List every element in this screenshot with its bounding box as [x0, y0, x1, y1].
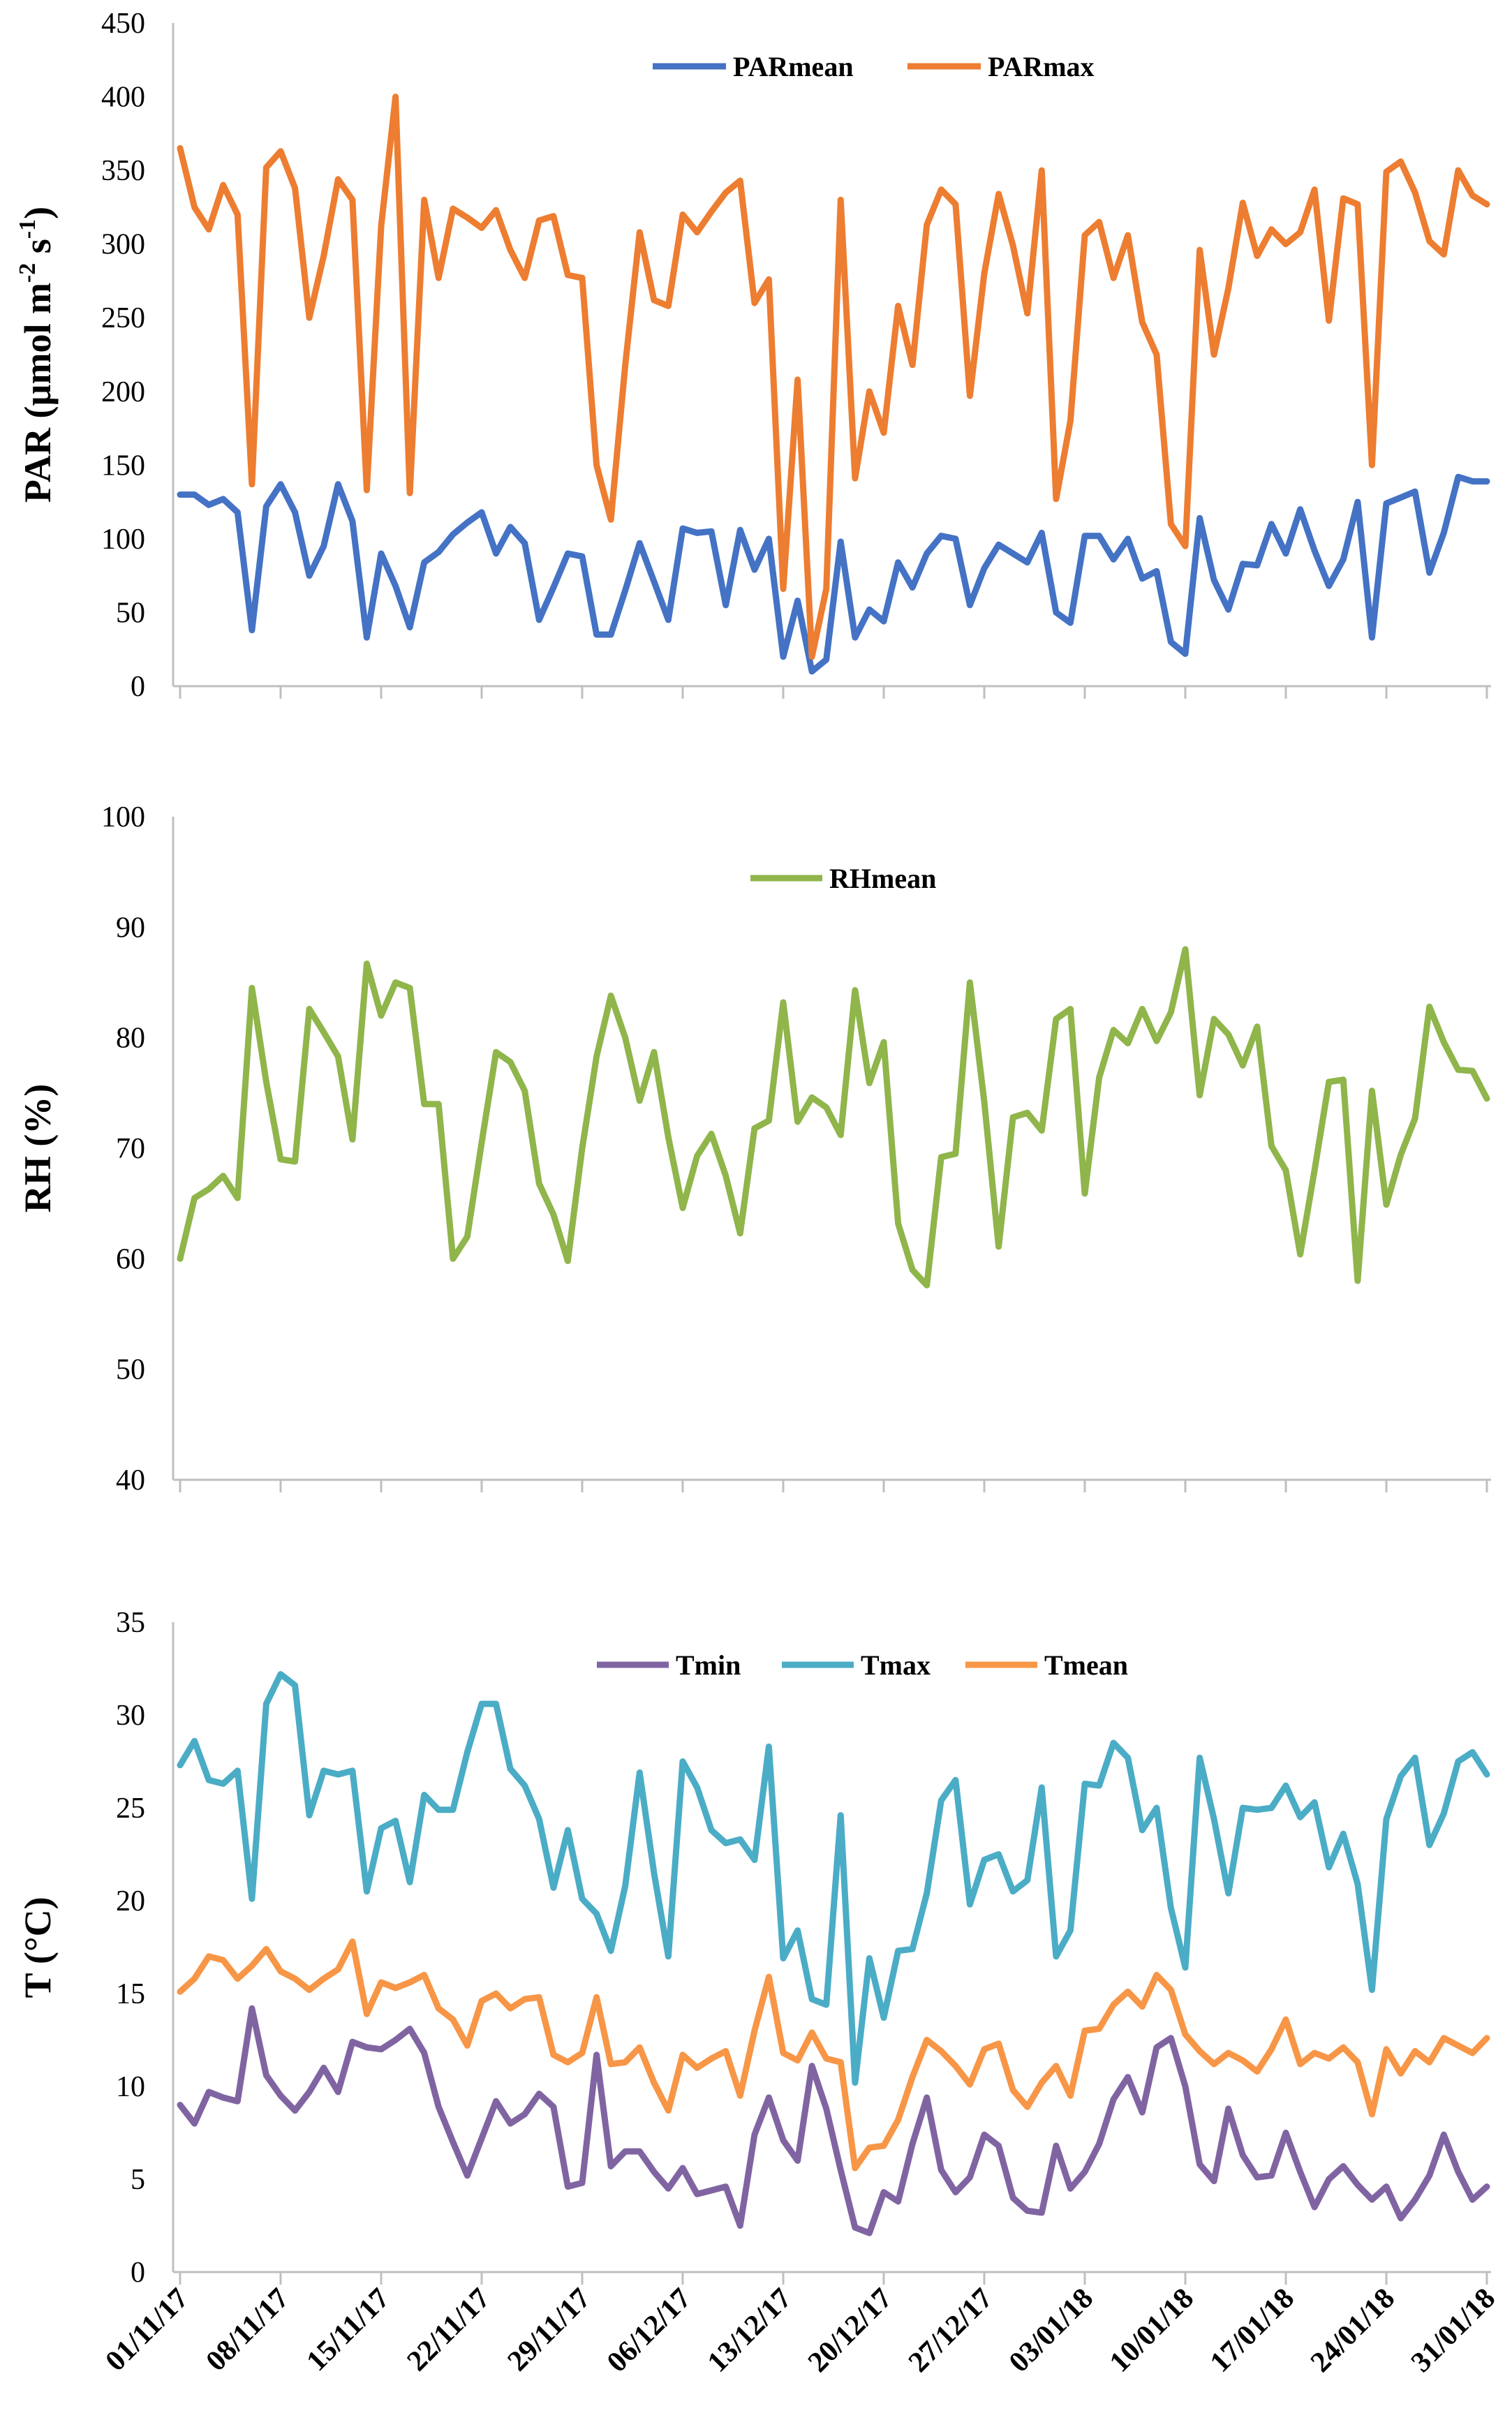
temp-panel: 0 5 10 15 20 25 30 35 T (°C) Tmin Tmax Tmean — [17, 1607, 1491, 2289]
date-tick-label: 27/12/17 — [903, 2283, 999, 2379]
par-y-tick-label: 300 — [101, 229, 145, 261]
date-tick-label: 15/11/17 — [301, 2283, 396, 2377]
par-y-tick-label: 100 — [101, 524, 145, 556]
rh-y-tick-label: 60 — [116, 1243, 145, 1275]
series-line-rhmean — [177, 946, 1490, 1289]
series-line-parmean — [177, 473, 1490, 675]
date-tick-label: 31/01/18 — [1405, 2283, 1502, 2379]
date-tick-label: 10/01/18 — [1104, 2283, 1200, 2379]
date-tick-label: 01/11/17 — [100, 2283, 195, 2377]
date-tick-label: 20/12/17 — [802, 2283, 898, 2379]
par-x-ticks — [179, 686, 1488, 699]
rh-y-tick-label: 70 — [116, 1133, 145, 1165]
legend-label-tmin: Tmin — [676, 1649, 741, 1681]
temp-y-tick-label: 10 — [116, 2071, 145, 2103]
par-y-tick-label: 400 — [101, 82, 145, 114]
rh-x-ticks — [179, 1480, 1488, 1492]
temp-y-tick-label: 35 — [116, 1607, 145, 1639]
temp-y-axis-label: T (°C) — [17, 1897, 59, 1998]
temp-series — [177, 1671, 1490, 2236]
legend-label-parmax: PARmax — [988, 51, 1095, 82]
temp-y-tick-label: 20 — [116, 1885, 145, 1917]
series-line-tmax — [177, 1671, 1490, 2086]
date-tick-label: 03/01/18 — [1003, 2283, 1099, 2379]
rh-y-tick-label: 50 — [116, 1354, 145, 1386]
temp-y-tick-label: 0 — [131, 2257, 145, 2289]
temp-y-tick-label: 25 — [116, 1793, 145, 1825]
series-line-parmax — [177, 94, 1490, 660]
date-tick-label: 13/12/17 — [702, 2283, 798, 2379]
rh-legend: RHmean — [750, 863, 936, 894]
date-tick-label: 06/12/17 — [601, 2283, 697, 2379]
legend-label-tmean: Tmean — [1044, 1649, 1128, 1681]
par-y-tick-label: 50 — [116, 597, 145, 629]
date-tick-label: 24/01/18 — [1305, 2283, 1401, 2379]
temp-y-tick-label: 30 — [116, 1700, 145, 1732]
series-line-tmean — [177, 1938, 1490, 2172]
temp-y-tick-label: 15 — [116, 1978, 145, 2010]
par-y-tick-label: 150 — [101, 450, 145, 482]
date-tick-label: 22/11/17 — [401, 2283, 496, 2377]
par-y-ticks: 0 50 100 150 200 250 300 350 400 450 — [101, 8, 145, 703]
date-tick-label: 17/01/18 — [1204, 2283, 1300, 2379]
par-y-tick-label: 250 — [101, 302, 145, 334]
rh-y-tick-label: 40 — [116, 1464, 145, 1497]
par-y-axis-label: PAR (µmol m-2 s-1) — [15, 207, 59, 503]
par-series — [177, 94, 1490, 675]
rh-y-tick-label: 90 — [116, 912, 145, 944]
temp-legend: Tmin Tmax Tmean — [597, 1649, 1128, 1681]
par-y-tick-label: 450 — [101, 8, 145, 40]
date-tick-label: 08/11/17 — [200, 2283, 295, 2377]
temp-x-ticks — [179, 2272, 1488, 2285]
rh-y-axis-label: RH (%) — [17, 1084, 59, 1212]
legend-label-tmax: Tmax — [861, 1649, 931, 1681]
rh-y-tick-label: 80 — [116, 1023, 145, 1055]
rh-y-ticks: 40 50 60 70 80 90 100 — [101, 801, 145, 1497]
date-tick-labels: 01/11/17 08/11/17 15/11/17 22/11/17 29/11/17… — [100, 2283, 1502, 2379]
date-tick-label: 29/11/17 — [502, 2283, 597, 2377]
rh-series — [177, 946, 1490, 1289]
par-y-tick-label: 200 — [101, 376, 145, 408]
par-legend: PARmean PARmax — [653, 51, 1095, 82]
temp-y-tick-label: 5 — [131, 2164, 145, 2196]
legend-label-parmean: PARmean — [733, 51, 854, 82]
legend-label-rhmean: RHmean — [829, 863, 936, 894]
par-panel: 0 50 100 150 200 250 300 350 400 450 PAR (µmol m-… — [15, 8, 1491, 703]
par-y-tick-label: 0 — [131, 671, 145, 703]
rh-y-tick-label: 100 — [101, 801, 145, 833]
par-y-tick-label: 350 — [101, 155, 145, 187]
rh-panel: 40 50 60 70 80 90 100 RH (%) RHmean — [17, 801, 1491, 1497]
temp-y-ticks: 0 5 10 15 20 25 30 35 — [116, 1607, 145, 2289]
series-line-tmin — [177, 2005, 1490, 2236]
